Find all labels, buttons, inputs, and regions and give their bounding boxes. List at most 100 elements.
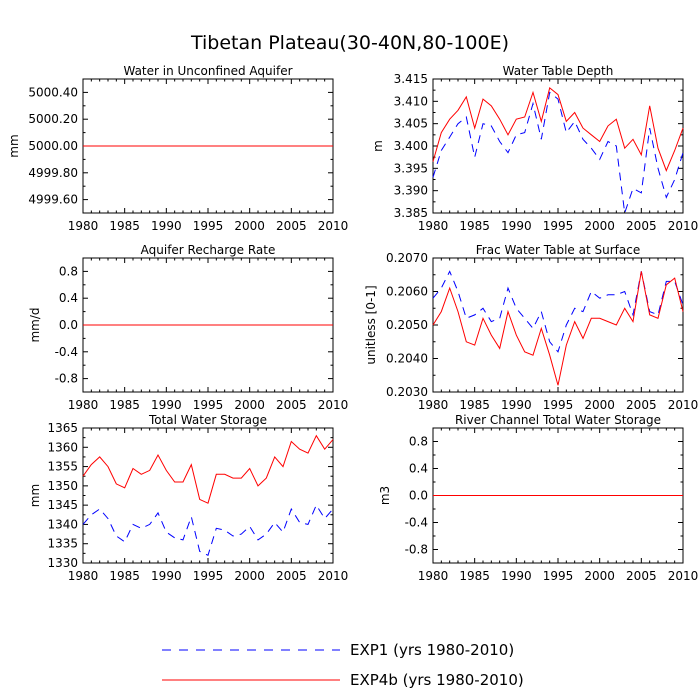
legend: EXP1 (yrs 1980-2010) EXP4b (yrs 1980-201… (162, 641, 524, 689)
y-axis-label: mm (28, 484, 42, 507)
x-tick-label: 1990 (151, 569, 182, 583)
legend-item-exp1: EXP1 (yrs 1980-2010) (162, 641, 514, 659)
y-tick-label: -0.4 (405, 516, 428, 530)
series-line-exp1 (432, 270, 684, 353)
series-line-exp1 (82, 504, 334, 556)
series-line-exp4b (82, 434, 334, 504)
x-tick-label: 1990 (151, 219, 182, 233)
y-tick-label: 0.2060 (386, 285, 428, 299)
x-tick-label: 1985 (459, 569, 490, 583)
x-tick-label: 2000 (234, 398, 265, 412)
y-axis-label: mm/d (28, 307, 42, 342)
y-tick-label: 1340 (47, 517, 78, 531)
y-tick-label: 0.0 (409, 489, 428, 503)
x-tick-label: 2005 (276, 569, 307, 583)
x-tick-label: 2005 (626, 398, 657, 412)
x-tick-label: 2005 (276, 219, 307, 233)
panel-0: Water in Unconfined Aquifer 1980 1985 1990 1… (7, 64, 348, 233)
y-tick-label: 0.8 (59, 264, 78, 278)
legend-label-exp4b: EXP4b (yrs 1980-2010) (350, 671, 524, 689)
x-tick-label: 1995 (543, 569, 574, 583)
x-tick-label: 1980 (68, 569, 99, 583)
x-tick-label: 1990 (501, 569, 532, 583)
y-tick-label: 5000.00 (28, 139, 78, 153)
panel-title: Frac Water Table at Surface (476, 243, 640, 257)
panel-5: River Channel Total Water Storage 1980 198… (378, 413, 698, 583)
y-tick-label: 3.405 (394, 117, 428, 131)
x-tick-label: 2000 (584, 219, 615, 233)
x-tick-label: 2010 (668, 398, 699, 412)
y-tick-label: 5000.20 (28, 112, 78, 126)
x-tick-label: 2010 (668, 219, 699, 233)
x-tick-label: 2005 (626, 569, 657, 583)
y-tick-label: 0.2070 (386, 251, 428, 265)
panel-title: River Channel Total Water Storage (455, 413, 661, 427)
y-axis-label: unitless [0-1] (364, 285, 378, 364)
panel-4: Total Water Storage 1980 1985 1990 1995 2000 2… (28, 413, 348, 583)
x-tick-label: 2010 (318, 569, 349, 583)
y-tick-label: 3.400 (394, 139, 428, 153)
x-tick-label: 1995 (543, 219, 574, 233)
y-tick-label: -0.8 (55, 372, 78, 386)
y-tick-label: 1360 (47, 440, 78, 454)
panel-title: Aquifer Recharge Rate (141, 243, 276, 257)
y-tick-label: 3.410 (394, 94, 428, 108)
x-tick-label: 2005 (276, 398, 307, 412)
x-tick-label: 1990 (501, 398, 532, 412)
x-tick-label: 1990 (151, 398, 182, 412)
y-tick-label: 1350 (47, 479, 78, 493)
x-tick-label: 1980 (418, 569, 449, 583)
x-tick-label: 1985 (459, 398, 490, 412)
plot-frame (82, 427, 334, 564)
y-tick-label: 3.390 (394, 184, 428, 198)
x-tick-label: 1995 (543, 398, 574, 412)
figure-title: Tibetan Plateau(30-40N,80-100E) (190, 32, 509, 54)
x-tick-label: 1995 (193, 219, 224, 233)
y-tick-label: 3.385 (394, 206, 428, 220)
series-line-exp1 (432, 91, 684, 214)
x-tick-label: 2005 (626, 219, 657, 233)
legend-label-exp1: EXP1 (yrs 1980-2010) (350, 641, 514, 659)
plot-frame (432, 257, 684, 393)
x-tick-label: 1990 (501, 219, 532, 233)
y-tick-label: 5000.40 (28, 85, 78, 99)
panel-title: Total Water Storage (148, 413, 267, 427)
y-tick-label: 1345 (47, 498, 78, 512)
x-tick-label: 2000 (584, 398, 615, 412)
y-tick-label: 1355 (47, 460, 78, 474)
series-line-exp4b (432, 87, 684, 172)
y-tick-label: 4999.60 (28, 193, 78, 207)
y-tick-label: 3.395 (394, 161, 428, 175)
x-tick-label: 2000 (584, 569, 615, 583)
panel-title: Water Table Depth (503, 64, 614, 78)
y-axis-label: m (371, 140, 385, 152)
x-tick-label: 2010 (318, 219, 349, 233)
x-tick-label: 1995 (193, 569, 224, 583)
y-tick-label: -0.4 (55, 345, 78, 359)
x-tick-label: 1995 (193, 398, 224, 412)
x-tick-label: 1980 (68, 398, 99, 412)
y-tick-label: 1330 (47, 556, 78, 570)
x-tick-label: 2010 (668, 569, 699, 583)
panel-3: Frac Water Table at Surface 1980 1985 1990 1… (364, 243, 698, 412)
panel-title: Water in Unconfined Aquifer (123, 64, 292, 78)
y-tick-label: 0.8 (409, 435, 428, 449)
x-tick-label: 1980 (418, 398, 449, 412)
y-tick-label: 0.2040 (386, 352, 428, 366)
x-tick-label: 2000 (234, 219, 265, 233)
y-tick-label: 1365 (47, 421, 78, 435)
series-line-exp4b (432, 271, 684, 386)
y-tick-label: 3.415 (394, 72, 428, 86)
x-tick-label: 1980 (418, 219, 449, 233)
y-tick-label: 0.0 (59, 318, 78, 332)
y-tick-label: 0.4 (59, 291, 78, 305)
y-axis-label: mm (7, 134, 21, 157)
x-tick-label: 1985 (459, 219, 490, 233)
y-tick-label: 0.2050 (386, 318, 428, 332)
y-tick-label: 4999.80 (28, 166, 78, 180)
x-tick-label: 1980 (68, 219, 99, 233)
y-tick-label: 1335 (47, 537, 78, 551)
x-tick-label: 1985 (109, 569, 140, 583)
panels-group: Water in Unconfined Aquifer 1980 1985 1990 1… (7, 64, 698, 583)
